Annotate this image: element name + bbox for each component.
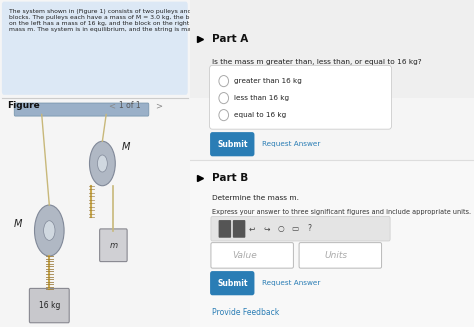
FancyBboxPatch shape (29, 288, 69, 323)
Circle shape (219, 110, 228, 121)
Text: ▭: ▭ (291, 224, 299, 233)
Text: >: > (155, 101, 163, 111)
FancyBboxPatch shape (211, 243, 293, 268)
Text: Express your answer to three significant figures and include appropriate units.: Express your answer to three significant… (212, 209, 472, 215)
Text: ↩: ↩ (249, 224, 255, 233)
Circle shape (35, 205, 64, 256)
Text: Request Answer: Request Answer (262, 141, 320, 147)
Text: Submit: Submit (217, 140, 247, 149)
FancyBboxPatch shape (14, 103, 149, 116)
Text: M: M (121, 143, 130, 152)
FancyBboxPatch shape (190, 160, 474, 327)
Circle shape (90, 141, 115, 186)
Text: equal to 16 kg: equal to 16 kg (234, 112, 286, 118)
Circle shape (98, 155, 107, 172)
Text: ○: ○ (277, 224, 284, 233)
Text: Part B: Part B (212, 173, 248, 183)
Text: 16 kg: 16 kg (38, 301, 60, 310)
Text: Provide Feedback: Provide Feedback (212, 308, 280, 317)
Text: M: M (13, 219, 22, 229)
Circle shape (219, 76, 228, 87)
Text: Part A: Part A (212, 34, 248, 44)
FancyBboxPatch shape (233, 220, 246, 238)
Text: Determine the mass m.: Determine the mass m. (212, 196, 300, 201)
Circle shape (44, 221, 55, 240)
FancyBboxPatch shape (210, 132, 255, 156)
FancyBboxPatch shape (2, 2, 188, 95)
FancyBboxPatch shape (100, 229, 127, 262)
FancyBboxPatch shape (210, 65, 392, 129)
Text: ↪: ↪ (263, 224, 270, 233)
Text: Value: Value (233, 251, 257, 260)
Circle shape (219, 93, 228, 104)
FancyBboxPatch shape (190, 0, 474, 98)
Text: less than 16 kg: less than 16 kg (234, 95, 289, 101)
Text: Submit: Submit (217, 279, 247, 288)
Text: The system shown in (Figure 1) consists of two pulleys and two
blocks. The pulle: The system shown in (Figure 1) consists … (9, 9, 212, 32)
Text: Is the mass m greater than, less than, or equal to 16 kg?: Is the mass m greater than, less than, o… (212, 59, 422, 65)
Text: greater than 16 kg: greater than 16 kg (234, 78, 301, 84)
Text: Figure: Figure (8, 101, 40, 111)
Text: Request Answer: Request Answer (262, 280, 320, 286)
Text: <: < (108, 101, 115, 111)
Text: Units: Units (325, 251, 347, 260)
Text: m: m (109, 241, 118, 250)
FancyBboxPatch shape (219, 220, 231, 238)
Text: ?: ? (307, 224, 311, 233)
Text: 1 of 1: 1 of 1 (119, 101, 141, 111)
FancyBboxPatch shape (299, 243, 382, 268)
FancyBboxPatch shape (210, 271, 255, 295)
FancyBboxPatch shape (211, 216, 390, 241)
